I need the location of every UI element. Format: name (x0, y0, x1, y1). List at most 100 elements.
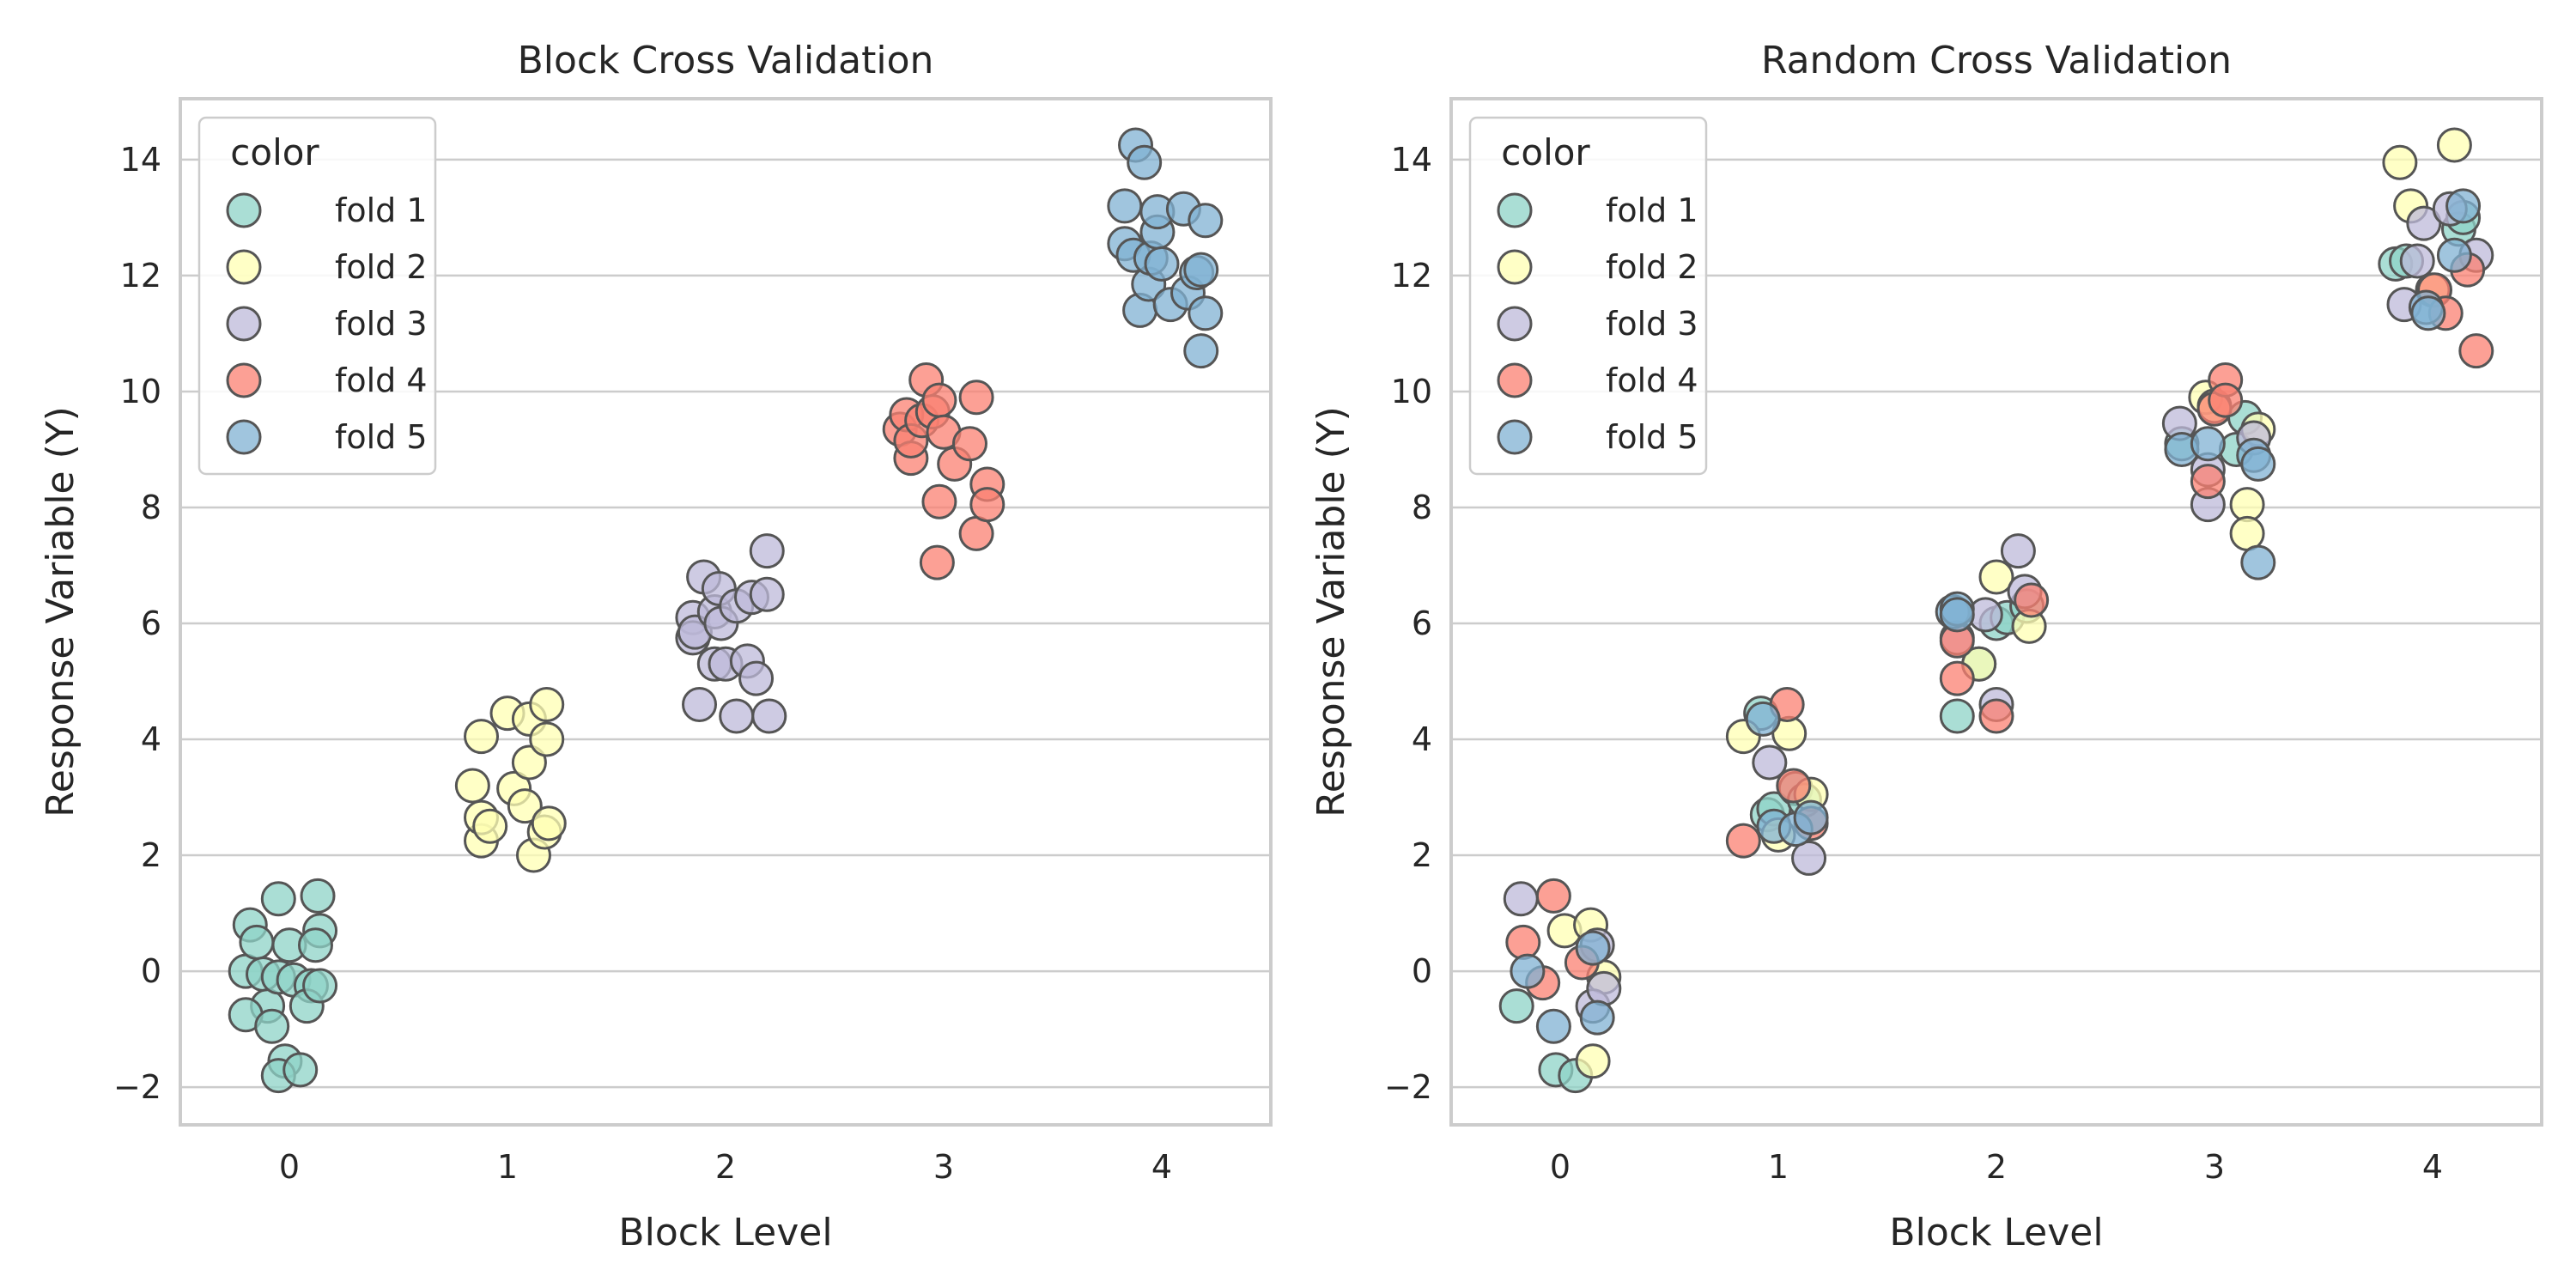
data-point (719, 698, 755, 734)
legend-marker (226, 192, 262, 228)
chart-title: Block Cross Validation (518, 39, 934, 82)
data-point (1505, 924, 1541, 960)
data-point (239, 924, 275, 960)
y-axis-label: Response Variable (Y) (1309, 406, 1353, 817)
legend-label: fold 2 (335, 248, 428, 286)
legend-marker (1497, 192, 1533, 228)
data-point (749, 576, 785, 612)
data-point (1183, 333, 1219, 369)
y-tick-label: 4 (141, 720, 161, 758)
data-point (2000, 533, 2036, 569)
y-tick-label: −2 (1384, 1068, 1432, 1106)
data-point (531, 805, 567, 841)
data-point (1503, 881, 1539, 917)
y-tick-label: 12 (1391, 257, 1432, 295)
y-tick-label: 14 (1391, 141, 1432, 179)
data-point (1144, 246, 1180, 282)
data-point (921, 382, 957, 418)
data-point (1752, 744, 1788, 781)
legend-marker (226, 419, 262, 455)
data-point (1776, 768, 1812, 804)
y-tick-label: 4 (1412, 720, 1432, 758)
data-point (1535, 1008, 1571, 1044)
x-tick-label: 0 (279, 1148, 300, 1186)
x-tick-label: 2 (1986, 1148, 2007, 1186)
legend-title: color (1501, 131, 1590, 173)
x-axis-label: Block Level (618, 1211, 832, 1255)
legend-marker (226, 306, 262, 342)
legend-marker (226, 362, 262, 398)
legend-label: fold 1 (335, 191, 428, 229)
data-point (1535, 878, 1571, 914)
data-point (921, 483, 957, 519)
data-point (1725, 823, 1761, 859)
data-point (958, 380, 994, 416)
data-point (2240, 446, 2276, 482)
legend-label: fold 3 (335, 305, 428, 343)
x-tick-label: 1 (497, 1148, 518, 1186)
data-point (2014, 582, 2050, 618)
y-tick-label: −2 (113, 1068, 161, 1106)
data-point (969, 487, 1005, 523)
data-points (1498, 127, 2494, 1094)
y-tick-label: 0 (141, 952, 161, 990)
y-tick-label: 8 (141, 489, 161, 526)
data-point (511, 744, 547, 781)
legend-label: fold 1 (1606, 191, 1698, 229)
data-point (2190, 464, 2226, 500)
data-point (529, 721, 565, 757)
data-point (2382, 144, 2418, 180)
legend-marker (226, 249, 262, 285)
data-point (919, 544, 955, 580)
data-point (1127, 144, 1163, 180)
x-tick-label: 4 (1151, 1148, 1172, 1186)
data-point (472, 808, 508, 844)
legend-label: fold 4 (335, 361, 428, 399)
data-point (454, 768, 490, 804)
data-point (2445, 188, 2482, 224)
data-point (738, 660, 775, 696)
y-tick-label: 2 (141, 836, 161, 874)
chart-title: Random Cross Validation (1761, 39, 2232, 82)
legend: color fold 1 fold 2 fold 3 fold 4 fold 5 (197, 116, 437, 476)
data-point (297, 927, 333, 963)
data-point (1579, 999, 1615, 1036)
data-point (254, 1008, 290, 1044)
data-point (1183, 252, 1219, 288)
data-point (2436, 237, 2472, 273)
legend-label: fold 5 (1606, 418, 1698, 456)
data-point (1793, 799, 1829, 835)
y-tick-label: 14 (120, 141, 161, 179)
data-point (1188, 295, 1224, 331)
legend-marker (1497, 306, 1533, 342)
data-point (2436, 127, 2472, 163)
y-tick-label: 8 (1412, 489, 1432, 526)
data-point (260, 881, 296, 917)
x-tick-label: 3 (933, 1148, 954, 1186)
data-point (1575, 1043, 1611, 1079)
data-point (1939, 698, 1975, 734)
data-point (2410, 295, 2446, 331)
data-point (300, 878, 336, 914)
data-point (1745, 701, 1781, 737)
x-tick-label: 2 (715, 1148, 736, 1186)
data-point (1586, 970, 1622, 1006)
x-tick-label: 4 (2422, 1148, 2443, 1186)
legend-label: fold 4 (1606, 361, 1698, 399)
legend-marker (1497, 249, 1533, 285)
data-point (2399, 243, 2435, 279)
data-point (1510, 953, 1546, 989)
data-point (1575, 930, 1611, 966)
legend-marker (1497, 419, 1533, 455)
data-point (1939, 597, 1975, 633)
legend-marker (1497, 362, 1533, 398)
data-point (1107, 188, 1143, 224)
y-tick-label: 10 (120, 373, 161, 410)
data-point (951, 426, 987, 462)
legend-label: fold 2 (1606, 248, 1698, 286)
data-point (507, 788, 543, 824)
data-point (751, 698, 787, 734)
y-tick-label: 6 (1412, 605, 1432, 642)
